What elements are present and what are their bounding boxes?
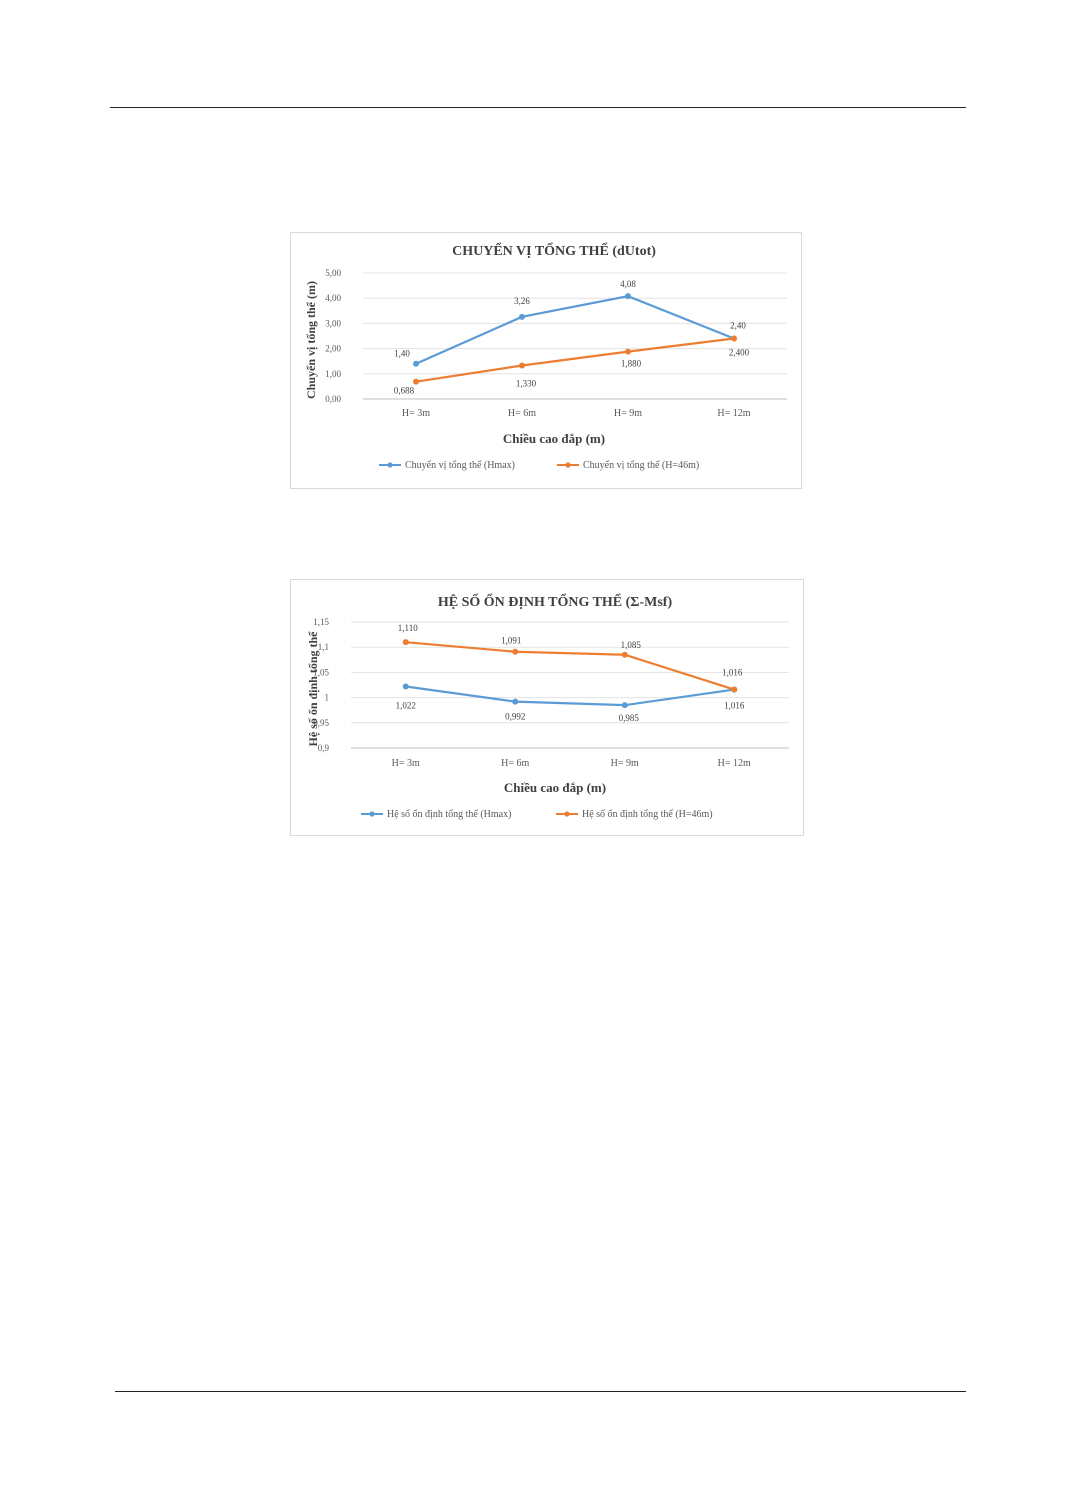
data-point [731,335,737,342]
data-label: 1,091 [501,636,521,646]
data-point [625,348,631,355]
series-line [415,337,735,383]
chart-title: CHUYỂN VỊ TỔNG THỂ (dUtot) [452,241,656,259]
chart-displacement: CHUYỂN VỊ TỔNG THỂ (dUtot) 0,00 1,00 2,00 3,… [290,232,802,489]
data-label: 0,688 [394,386,415,396]
legend-entry: Chuyển vị tổng thể (H=46m) [583,460,699,471]
y-tick-label: 1,15 [313,617,329,627]
x-axis-label: Chiều cao đắp (m) [503,431,605,446]
data-point [413,378,419,385]
data-point [519,362,525,369]
x-tick-label: H= 3m [402,408,430,419]
y-tick-label: 1 [325,693,330,703]
data-point [413,360,419,367]
data-point [512,698,519,705]
legend-marker [387,462,393,468]
x-tick-label: H= 12m [717,408,750,419]
y-tick-label: 0,9 [318,743,330,753]
y-tick-label: 1,00 [325,369,341,379]
y-tick-label: 0,00 [325,394,341,404]
data-label: 2,40 [730,321,746,331]
data-label: 1,085 [621,640,642,650]
header-rule [110,107,966,108]
y-tick-label: 3,00 [325,318,341,328]
legend-marker [369,811,375,817]
x-tick-label: H= 9m [611,758,639,769]
series-line [405,641,735,691]
data-label: 1,110 [398,623,418,633]
data-label: 1,40 [394,349,410,359]
footer-rule [115,1391,966,1392]
data-label: 1,880 [621,359,642,369]
data-label: 3,26 [514,296,530,306]
series-line [415,295,735,365]
chart-title: HỆ SỐ ỔN ĐỊNH TỔNG THỂ (Σ-Msf) [438,592,673,610]
data-label: 1,330 [516,378,537,388]
x-axis-label: Chiều cao đắp (m) [504,780,606,795]
data-point [402,639,409,646]
y-tick-label: 4,00 [325,293,341,303]
x-tick-label: H= 6m [508,408,536,419]
x-tick-label: H= 3m [392,758,420,769]
y-tick-label: 1,1 [318,642,329,652]
data-point [731,686,738,693]
x-tick-label: H= 9m [614,408,642,419]
data-label: 0,992 [505,712,525,722]
data-label: 1,016 [722,668,743,678]
data-label: 2,400 [729,348,750,358]
data-label: 1,022 [396,701,416,711]
legend-entry: Hệ số ổn định tổng thể (H=46m) [582,809,713,820]
chart-stability: HỆ SỐ ỔN ĐỊNH TỔNG THỂ (Σ-Msf) 0,9 0,95 1 1,… [290,579,804,836]
data-point [621,651,628,658]
legend-entry: Hệ số ổn định tổng thể (Hmax) [387,809,511,820]
data-point [625,293,631,300]
series-line [405,685,735,707]
data-point [402,683,409,690]
data-point [519,313,525,320]
y-axis-label: Hệ số ổn định tổng thể [306,631,320,747]
chart-stability-svg: HỆ SỐ ỔN ĐỊNH TỔNG THỂ (Σ-Msf) 0,9 0,95 1 1,… [306,592,789,820]
legend-marker [564,811,570,817]
x-tick-label: H= 12m [718,758,751,769]
y-tick-label: 1,05 [313,667,329,677]
data-point [512,648,519,655]
y-tick-label: 2,00 [325,344,341,354]
chart-displacement-svg: CHUYỂN VỊ TỔNG THỂ (dUtot) 0,00 1,00 2,00 3,… [304,241,787,471]
legend-entry: Chuyển vị tổng thể (Hmax) [405,460,515,471]
data-point [621,702,628,709]
legend-marker [565,462,571,468]
y-tick-label: 5,00 [325,268,341,278]
data-label: 0,985 [619,713,640,723]
data-label: 1,016 [724,701,745,711]
x-tick-label: H= 6m [501,758,529,769]
y-axis-label: Chuyển vị tổng thể (m) [304,281,318,399]
data-label: 4,08 [620,279,636,289]
y-tick-label: 0,95 [313,718,329,728]
